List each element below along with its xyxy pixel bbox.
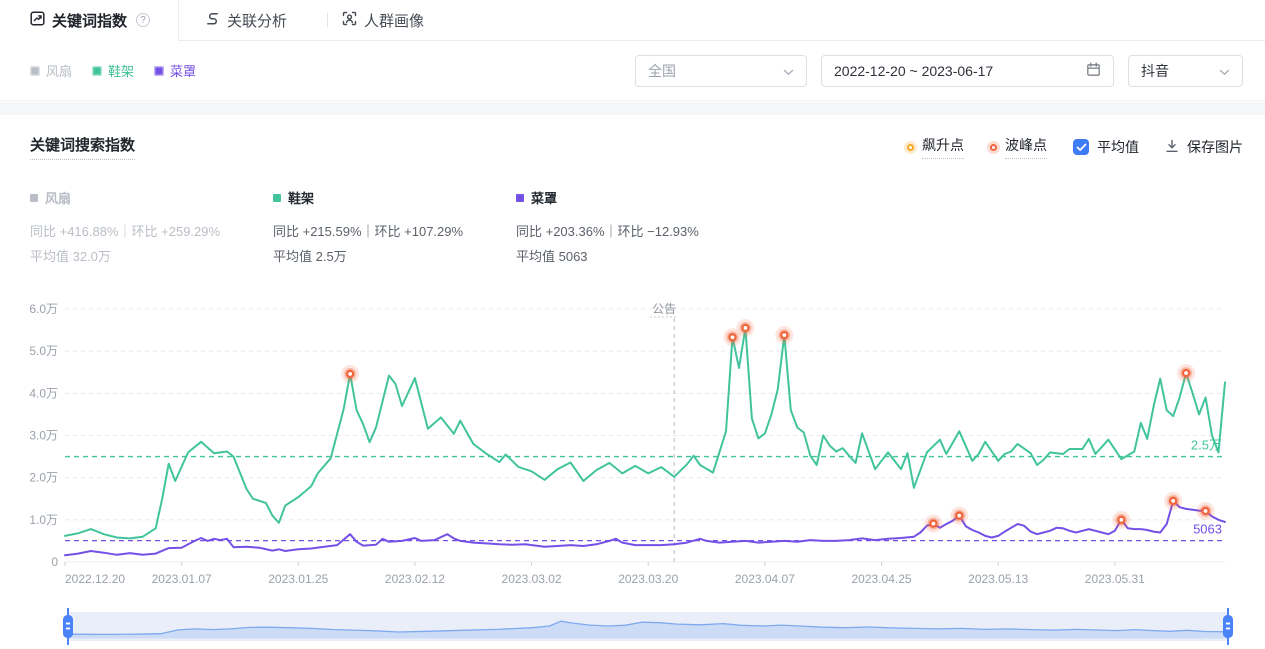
save-image-button[interactable]: 保存图片: [1165, 137, 1243, 157]
y-axis-label: 0: [51, 555, 58, 569]
legend-swatch: [154, 65, 165, 76]
tab-divider: [327, 13, 329, 27]
x-axis-label: 2023.03.20: [618, 572, 678, 586]
keyword-legend: 风扇 鞋架 菜罩: [30, 61, 196, 80]
tab-label: 人群画像: [364, 12, 425, 30]
brush-area: [68, 621, 1228, 639]
stat-average: 平均值 5063: [516, 249, 588, 264]
x-axis-label: 2023.05.13: [968, 572, 1028, 586]
peak-marker: [924, 514, 943, 533]
stat-compare: 同比 +203.36%｜环比 −12.93%: [516, 224, 699, 239]
brush-line: [67, 620, 1229, 639]
peak-point-toggle[interactable]: 波峰点: [990, 135, 1047, 159]
trend-icon: [30, 10, 45, 30]
peak-marker: [723, 328, 742, 347]
x-axis-label: 2023.04.25: [852, 572, 912, 586]
series-swatch: [516, 193, 524, 202]
x-axis-label: 2023.01.25: [268, 572, 328, 586]
filter-controls: 全国 2022-12-20 ~ 2023-06-17 抖音: [635, 54, 1243, 87]
stat-block-xiejia: 鞋架 同比 +215.59%｜环比 +107.29% 平均值 2.5万: [273, 188, 516, 269]
peak-point-icon: [990, 143, 997, 151]
y-axis-label: 3.0万: [29, 428, 58, 442]
surge-point-toggle[interactable]: 飙升点: [907, 135, 964, 159]
tab-audience-profile[interactable]: 人群画像: [342, 0, 450, 40]
x-axis-label: 2022.12.20: [65, 572, 125, 586]
chevron-down-icon: [783, 63, 794, 79]
download-icon: [1165, 139, 1179, 156]
peak-marker: [1112, 510, 1131, 529]
series-line-菜罩: [64, 499, 1226, 557]
x-axis-label: 2023.05.31: [1085, 572, 1145, 586]
stat-average: 平均值 2.5万: [273, 249, 347, 264]
stat-block-fengshan: 风扇 同比 +416.88%｜环比 +259.29% 平均值 32.0万: [30, 188, 273, 269]
peak-marker: [1196, 501, 1215, 520]
legend-swatch: [92, 65, 103, 76]
checkbox-checked-icon: [1073, 139, 1089, 155]
date-range-picker[interactable]: 2022-12-20 ~ 2023-06-17: [821, 54, 1114, 87]
surge-point-icon: [907, 143, 914, 151]
y-axis-label: 4.0万: [29, 386, 58, 400]
people-icon: [342, 11, 357, 30]
stat-compare: 同比 +416.88%｜环比 +259.29%: [30, 224, 221, 239]
trend-line-chart[interactable]: 0 1.0万 2.0万 3.0万 4.0万 5.0万 6.0万 2022.12.20 2023.…: [0, 285, 1265, 600]
stat-compare: 同比 +215.59%｜环比 +107.29%: [273, 224, 464, 239]
help-icon[interactable]: ?: [136, 13, 151, 27]
series-swatch: [273, 193, 281, 202]
x-axis-label: 2023.02.12: [385, 572, 445, 586]
y-axis-label: 1.0万: [29, 513, 58, 527]
peak-marker: [775, 326, 794, 345]
section-divider: [0, 102, 1265, 115]
peak-marker: [341, 364, 360, 383]
tab-relation-analysis[interactable]: 关联分析: [179, 0, 313, 40]
peak-marker: [950, 506, 969, 525]
x-axis-label: 2023.01.07: [152, 572, 212, 586]
platform-select[interactable]: 抖音: [1128, 54, 1243, 87]
peak-marker: [1177, 364, 1196, 383]
x-axis-label: 2023.03.02: [502, 572, 562, 586]
stat-average: 平均值 32.0万: [30, 249, 111, 264]
keyword-chip-fengshan[interactable]: 风扇: [30, 61, 72, 80]
y-axis-label: 5.0万: [29, 344, 58, 358]
region-select[interactable]: 全国: [635, 54, 807, 87]
keyword-chip-xiejia[interactable]: 鞋架: [92, 61, 134, 80]
calendar-icon: [1086, 62, 1101, 80]
tab-label: 关联分析: [227, 12, 288, 30]
filter-bar: 风扇 鞋架 菜罩 全国 2022-12-20 ~ 2023-06-17: [0, 41, 1265, 101]
legend-swatch: [30, 65, 40, 76]
keyword-stats: 风扇 同比 +416.88%｜环比 +259.29% 平均值 32.0万 鞋架 …: [30, 188, 759, 269]
brush-handle-left[interactable]: [63, 608, 73, 645]
series-line-鞋架: [64, 327, 1226, 540]
timeline-brush[interactable]: [0, 605, 1265, 649]
chart-title: 关键词搜索指数: [30, 134, 136, 160]
stat-block-caizhao: 菜罩 同比 +203.36%｜环比 −12.93% 平均值 5063: [516, 188, 759, 269]
tab-bar: 关键词指数 ? 关联分析 人群画像: [0, 0, 1265, 41]
chart-controls: 飙升点 波峰点 平均值 保存图片: [907, 135, 1243, 159]
series-swatch: [30, 193, 38, 202]
tab-label: 关键词指数: [52, 12, 128, 30]
relation-icon: [205, 11, 220, 30]
y-axis-label: 2.0万: [29, 471, 58, 485]
tab-keyword-index[interactable]: 关键词指数 ?: [0, 0, 180, 41]
keyword-chip-caizhao[interactable]: 菜罩: [154, 61, 196, 80]
peak-marker: [1164, 491, 1183, 510]
chevron-down-icon: [1219, 63, 1230, 79]
brush-handle-right[interactable]: [1223, 608, 1233, 645]
x-axis-label: 2023.04.07: [735, 572, 795, 586]
average-label-菜罩: 5063: [1193, 522, 1222, 537]
announcement-label: 公告: [652, 302, 676, 316]
y-axis-label: 6.0万: [29, 302, 58, 316]
average-checkbox[interactable]: 平均值: [1073, 137, 1139, 157]
peak-marker: [736, 318, 755, 337]
